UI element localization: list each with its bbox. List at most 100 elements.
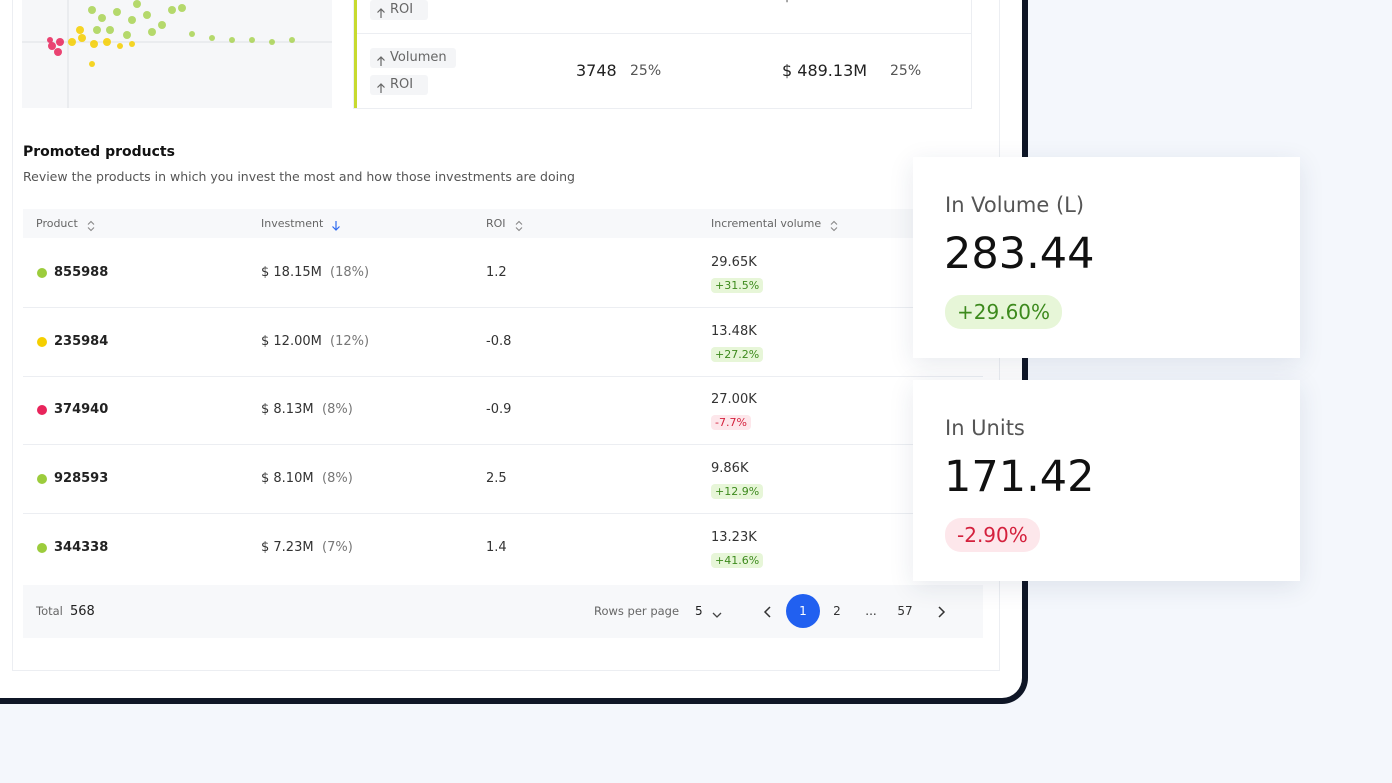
column-header[interactable]: Product xyxy=(36,217,78,230)
page-button[interactable]: 2 xyxy=(833,604,841,618)
sort-icon[interactable] xyxy=(331,217,341,231)
arrow-svg xyxy=(377,83,385,93)
scatter-dots xyxy=(88,0,295,45)
content-panel: ROI 3748 25% $ 489.13M 25% Volumen ROI 3748 25% $… xyxy=(12,0,1000,671)
product-id: 928593 xyxy=(54,471,109,487)
column-header[interactable]: ROI xyxy=(486,217,506,230)
total-label: Total xyxy=(36,604,63,618)
scatter-bg xyxy=(22,0,332,108)
roi: 1.4 xyxy=(486,539,507,555)
investment-share: (8%) xyxy=(322,402,353,418)
row-divider xyxy=(23,513,983,515)
page-button[interactable]: 1 xyxy=(786,594,820,628)
status-dot xyxy=(37,542,47,553)
sort-icon[interactable] xyxy=(514,217,524,232)
investment: $ 7.23M xyxy=(261,539,314,555)
table-header-bg xyxy=(23,209,983,238)
volume-change: +31.5% xyxy=(711,278,764,293)
row-divider xyxy=(23,375,983,377)
page-button[interactable]: ... xyxy=(865,604,877,618)
metric-pct: 25% xyxy=(630,0,661,2)
investment-share: (18%) xyxy=(330,265,370,280)
status-dot xyxy=(37,268,47,278)
scatter-thumbnail xyxy=(22,0,332,108)
investment-share: (7%) xyxy=(322,539,353,555)
arrow-svg xyxy=(377,8,385,18)
volume: 29.65K xyxy=(711,255,757,270)
sort-both xyxy=(87,220,95,232)
sort-icon[interactable] xyxy=(829,217,839,232)
metric-value: 3748 xyxy=(576,0,617,3)
product-id: 235984 xyxy=(54,333,109,349)
metric-value: 3748 xyxy=(576,61,617,80)
chevron-down xyxy=(712,612,722,618)
footer-bg xyxy=(23,585,983,638)
volume: 13.48K xyxy=(711,323,757,339)
metric-amount: $ 489.13M xyxy=(782,0,867,3)
product-id: 374940 xyxy=(54,402,109,418)
kpi-table: ROI 3748 25% $ 489.13M 25% Volumen ROI 3748 25% $… xyxy=(353,0,972,109)
investment-share: (12%) xyxy=(330,333,370,349)
arrow-svg xyxy=(377,56,385,66)
metric-tag xyxy=(370,75,428,95)
card-value: 283.44 xyxy=(944,229,1095,279)
investment: $ 8.13M xyxy=(261,402,314,418)
card-change: -2.90% xyxy=(945,518,1040,552)
column-header[interactable]: Investment xyxy=(261,217,324,230)
sort-icon[interactable] xyxy=(86,217,96,232)
sort-desc xyxy=(332,221,340,231)
card-title: In Volume (L) xyxy=(945,193,1085,217)
product-id: 344338 xyxy=(54,539,109,555)
arrow-up-icon xyxy=(376,79,386,93)
volume: 9.86K xyxy=(711,461,749,477)
card-value: 171.42 xyxy=(944,452,1095,502)
section-subtitle: Review the products in which you invest … xyxy=(23,169,575,184)
arrow-up-icon xyxy=(376,52,386,66)
metric-tag xyxy=(370,0,428,20)
metric-pct: 25% xyxy=(630,63,662,79)
card-title: In Units xyxy=(945,416,1025,440)
roi: -0.8 xyxy=(486,333,512,349)
arrow-up-icon xyxy=(376,4,386,18)
metric-pct: 25% xyxy=(890,0,921,2)
kpi-card: In Units 171.42 -2.90% xyxy=(913,380,1300,581)
metric-amount: $ 489.13M xyxy=(782,61,868,80)
product-id: 855988 xyxy=(54,265,109,280)
sort-both xyxy=(830,220,838,232)
app-window: ROI 3748 25% $ 489.13M 25% Volumen ROI 3748 25% $… xyxy=(0,0,1028,704)
status-dot xyxy=(37,474,47,485)
page-button[interactable]: 57 xyxy=(897,604,913,618)
next-page[interactable] xyxy=(936,604,946,618)
status-dot xyxy=(37,405,47,416)
volume-change: -7.7% xyxy=(711,415,751,431)
volume: 13.23K xyxy=(711,529,757,545)
metric-label: Volumen xyxy=(390,50,447,65)
metric-pct: 25% xyxy=(890,63,922,79)
rows-per-page-label: Rows per page xyxy=(594,604,680,618)
metric-label: ROI xyxy=(390,77,414,92)
section-title: Promoted products xyxy=(23,144,175,160)
investment: $ 8.10M xyxy=(261,471,314,487)
prev-page[interactable] xyxy=(763,604,773,618)
total-value: 568 xyxy=(70,604,95,619)
investment: $ 12.00M xyxy=(261,333,322,349)
roi: -0.9 xyxy=(486,402,512,418)
chevron-left xyxy=(763,606,771,618)
row-divider xyxy=(23,444,983,446)
metric-tag xyxy=(370,48,456,68)
column-header[interactable]: Incremental volume xyxy=(711,217,822,230)
card-change: +29.60% xyxy=(945,295,1063,329)
metric-label: ROI xyxy=(390,2,414,17)
volume-change: +12.9% xyxy=(711,484,764,500)
scatter-dots xyxy=(68,26,135,67)
volume: 27.00K xyxy=(711,392,757,408)
roi: 2.5 xyxy=(486,471,507,487)
dropdown-icon[interactable] xyxy=(711,605,723,618)
rows-per-page[interactable]: 5 xyxy=(695,604,703,618)
kpi-accent xyxy=(354,0,357,108)
row-divider xyxy=(23,307,983,308)
row-divider xyxy=(357,33,971,34)
roi: 1.2 xyxy=(486,265,507,280)
investment-share: (8%) xyxy=(322,471,353,487)
